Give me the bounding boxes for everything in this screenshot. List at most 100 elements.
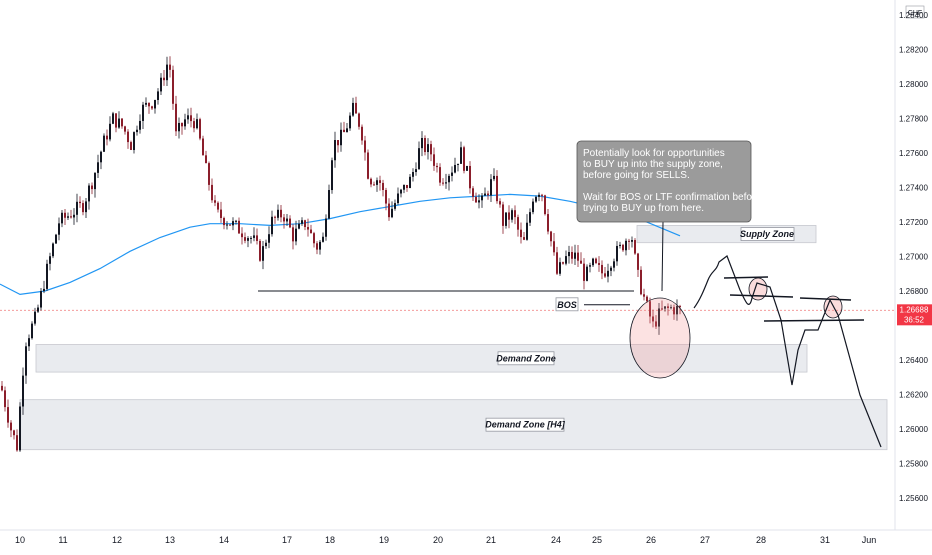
candle-body [574, 252, 576, 259]
time-axis[interactable]: 10 11 12 13 14 17 18 19 20 21 24 25 26 27 28 31 Jun [0, 529, 932, 545]
y-tick-label: 1.27000 [899, 253, 928, 262]
candle-body [493, 175, 495, 180]
candle-body [412, 172, 414, 177]
candle-body [511, 210, 513, 220]
candle-body [475, 196, 477, 203]
candle-body [7, 407, 9, 423]
highlight-circle-large[interactable] [629, 297, 691, 379]
candle-body [145, 102, 147, 105]
candle-body [94, 172, 96, 190]
demand-zone-rect[interactable] [35, 344, 808, 373]
candle-body [328, 190, 330, 219]
candle-body [190, 115, 192, 122]
x-tick-label: 31 [820, 535, 830, 545]
candle-body [376, 180, 378, 185]
candle-body [166, 64, 168, 81]
demand-zone-label-box [497, 351, 555, 366]
candle-body [619, 244, 621, 246]
candle-body [220, 209, 222, 218]
candle-body [532, 201, 534, 213]
candle-body [397, 193, 399, 204]
candle-body [265, 242, 267, 247]
candle-body [424, 138, 426, 153]
candle-body [499, 201, 501, 205]
candle-body [400, 189, 402, 194]
candle-body [490, 179, 492, 196]
candle-body [415, 169, 417, 173]
demand-zone-h4-rect[interactable] [19, 399, 888, 451]
candle-body [4, 390, 6, 408]
candle-body [109, 123, 111, 140]
candle-body [634, 240, 636, 254]
x-tick-label: 14 [219, 535, 229, 545]
candle-body [592, 258, 594, 266]
candle-body [61, 212, 63, 224]
projection-level-2[interactable] [729, 294, 794, 298]
candle-body [625, 240, 627, 251]
x-tick-label: 11 [58, 535, 67, 545]
price-axis[interactable]: CHF 1.284001.282001.280001.278001.276001… [894, 0, 932, 530]
highlight-circle-small-2[interactable] [823, 295, 843, 319]
candle-body [49, 256, 51, 264]
candle-body [631, 240, 633, 242]
y-tick-label: 1.28400 [899, 11, 928, 20]
candle-body [673, 307, 675, 315]
candle-body [253, 235, 255, 238]
projection-level-3[interactable] [799, 297, 852, 301]
bos-label: BOS [557, 300, 577, 310]
candle-body [112, 113, 114, 124]
candle-body [502, 204, 504, 226]
candle-body [175, 103, 177, 132]
candle-body [316, 243, 318, 250]
projection-layer [693, 255, 882, 448]
candle-body [430, 144, 432, 155]
candle-body [268, 234, 270, 243]
projection-level-1[interactable] [723, 276, 769, 279]
demand-zone-h4-label: Demand Zone [H4] [485, 420, 566, 430]
demand-zone-label: Demand Zone [496, 353, 556, 363]
candle-body [469, 165, 471, 189]
candle-body [448, 175, 450, 183]
candle-body [25, 346, 27, 376]
y-tick-label: 1.26400 [899, 356, 928, 365]
projection-level-4[interactable] [763, 319, 865, 322]
candle-body [364, 140, 366, 153]
candle-body [352, 102, 354, 116]
candle-body [34, 311, 36, 324]
bos-label-box [555, 297, 579, 312]
candle-body [28, 338, 30, 347]
projection-path[interactable] [693, 255, 882, 448]
candle-body [148, 102, 150, 107]
candle-body [466, 165, 468, 171]
candle-body [274, 216, 276, 218]
candle-body [451, 172, 453, 176]
candle-body [529, 212, 531, 223]
candle-body [247, 238, 249, 241]
callout-line-3: before going for SELLS. [583, 170, 690, 181]
x-tick-label: 21 [486, 535, 496, 545]
callout[interactable]: Potentially look for opportunities to BU… [576, 140, 761, 292]
candle-body [79, 201, 81, 204]
candle-body [172, 69, 174, 104]
candle-body [76, 201, 78, 215]
candle-body [307, 227, 309, 230]
candle-body [19, 406, 21, 451]
candle-body [202, 138, 204, 156]
candle-body [223, 217, 225, 226]
candle-body [157, 91, 159, 100]
y-ticks: 1.28400 1.28200 1.28000 1.27800 1.27600 1.274… [899, 11, 928, 503]
candle-body [256, 235, 258, 241]
current-price-tag[interactable] [897, 304, 932, 326]
candle-body [40, 291, 42, 308]
callout-line-5: Wait for BOS or LTF confirmation before [583, 192, 761, 203]
candle-body [388, 203, 390, 218]
candle-body [358, 113, 360, 127]
candle-body [130, 142, 132, 151]
candle-body [340, 129, 342, 146]
candle-body [589, 265, 591, 267]
candle-body [436, 165, 438, 168]
candle-body [178, 122, 180, 132]
candle-body [277, 209, 279, 218]
